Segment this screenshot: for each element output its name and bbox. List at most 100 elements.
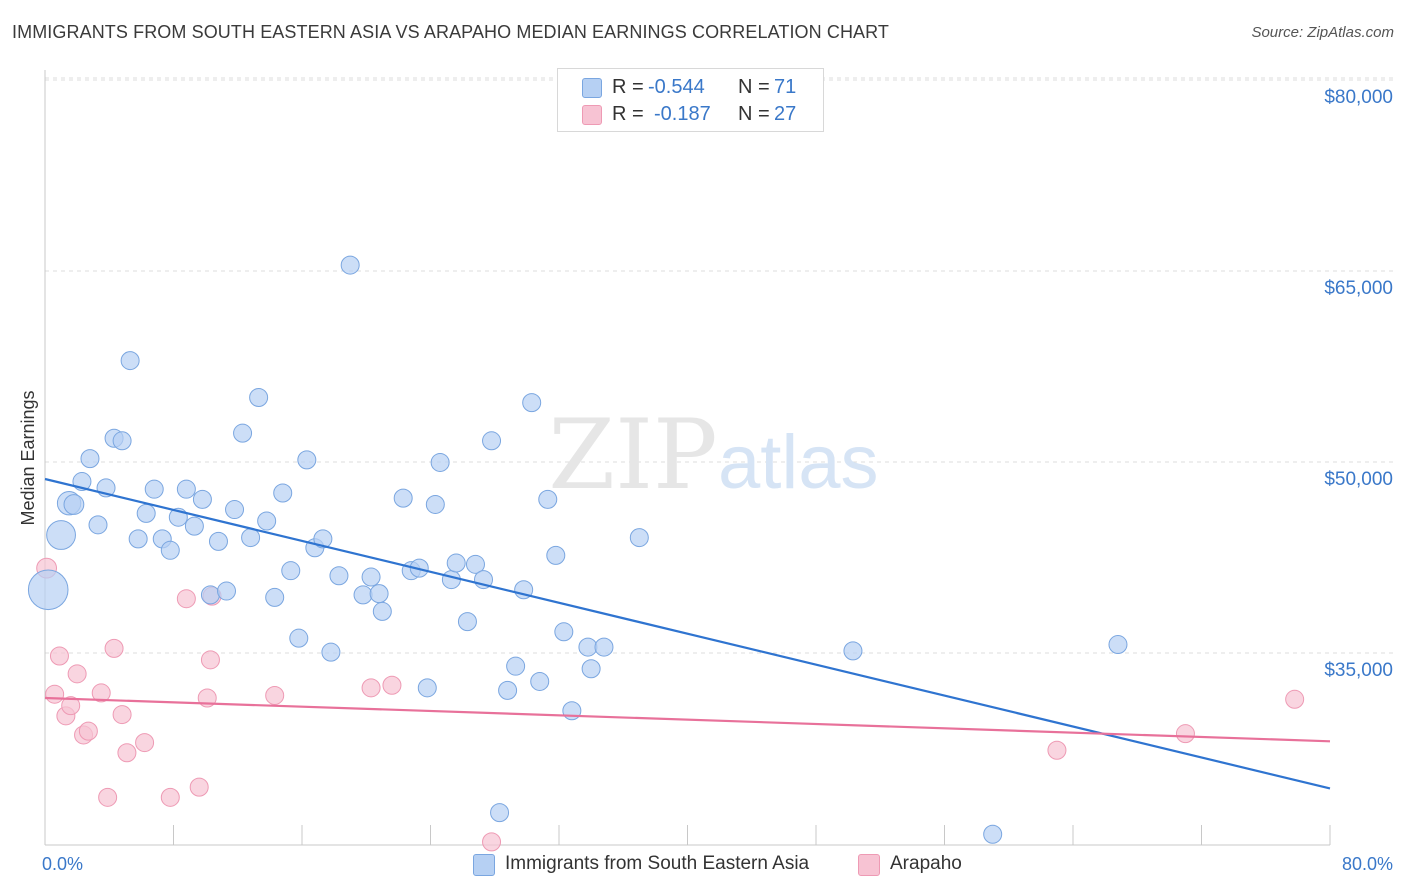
x-axis-ticks [44,825,1331,845]
sea-point [120,351,140,371]
y-axis-tick-labels: $35,000 $50,000 $65,000 $80,000 [1324,87,1393,681]
series-name-sea: Immigrants from South Eastern Asia [505,853,810,874]
sea-point [530,671,550,691]
y-tick-label: $65,000 [1324,278,1393,299]
y-tick-label: $80,000 [1324,87,1393,108]
arapaho-point [176,589,196,609]
legend-n-label: N = [738,103,770,125]
sea-point [417,678,437,698]
sea-point [1108,635,1128,655]
sea-point [80,449,100,469]
arapaho-point [265,685,285,705]
arapaho-point [61,696,81,716]
legend-swatch-blue [582,78,602,98]
sea-point [225,500,245,520]
gridlines [45,77,1393,654]
legend-r-label: R = [612,103,644,125]
y-axis-title: Median Earnings [18,390,38,525]
sea-point [482,431,502,451]
legend-swatch-pink [582,105,602,125]
arapaho-point [78,721,98,741]
sea-point [578,637,598,657]
sea-point [265,587,285,607]
sea-point [538,489,558,509]
arapaho-point [91,683,111,703]
sea-point [313,529,333,549]
sea-point [498,680,518,700]
sea-point [233,423,253,443]
sea-point [843,641,863,661]
source-credit: Source: ZipAtlas.com [1251,24,1394,41]
sea-point [208,531,228,551]
y-tick-label: $50,000 [1324,469,1393,490]
sea-point [340,255,360,275]
sea-trend-line [44,477,1331,790]
sea-point [321,642,341,662]
sea-point [983,824,1003,844]
arapaho-point [45,684,65,704]
series-legend: Immigrants from South Eastern Asia Arapa… [0,852,1406,878]
sea-point [546,545,566,565]
sea-point [257,511,277,531]
arapaho-point [1285,689,1305,709]
watermark-atlas: atlas [718,420,879,505]
x-tick-label-min: 0.0% [42,854,83,874]
sea-point [184,516,204,536]
sea-point [490,803,510,823]
series-swatch-blue [473,854,495,876]
sea-point [112,431,132,451]
sea-point [430,452,450,472]
stats-legend: R = -0.544 N = 71 R = -0.187 N = 27 [557,68,824,132]
sea-point [144,479,164,499]
sea-point [353,585,373,605]
sea-point [46,520,76,550]
trend-lines [44,477,1331,790]
sea-point [200,585,220,605]
legend-n-value: 27 [774,103,797,125]
sea-point [249,388,269,408]
arapaho-point [112,705,132,725]
sea-point [160,540,180,560]
sea-point [393,488,413,508]
sea-point [176,479,196,499]
sea-point [297,450,317,470]
arapaho-point [104,638,124,658]
sea-point [217,581,237,601]
arapaho-point [135,733,155,753]
series-swatch-pink [858,854,880,876]
x-tick-label-max: 80.0% [1342,854,1393,874]
watermark: ZIP atlas [548,399,878,511]
sea-point [361,567,381,587]
arapaho-point [98,787,118,807]
sea-point [136,503,156,523]
sea-point [441,570,461,590]
arapaho-point [67,664,87,684]
arapaho-point [49,646,69,666]
sea-point [629,528,649,548]
sea-point [27,569,69,611]
sea-point [281,561,301,581]
sea-point [465,554,485,574]
legend-r-value: -0.187 [654,103,711,125]
arapaho-point [361,678,381,698]
sea-point [329,566,349,586]
legend-n-value: 71 [774,76,797,98]
sea-point [63,494,85,515]
sea-point [369,584,389,604]
arapaho-point [117,743,137,763]
series-name-arapaho: Arapaho [890,853,962,874]
sea-point [241,528,261,548]
arapaho-point [160,787,180,807]
sea-point [581,659,601,679]
arapaho-point [1047,740,1067,760]
sea-point [594,637,614,657]
sea-points [27,255,1128,844]
arapaho-trend-line [44,696,1331,743]
sea-point [372,601,392,621]
arapaho-point [1175,724,1195,744]
watermark-zip: ZIP [548,399,717,511]
arapaho-point [189,777,209,797]
arapaho-point [200,650,220,670]
sea-point [554,622,574,642]
